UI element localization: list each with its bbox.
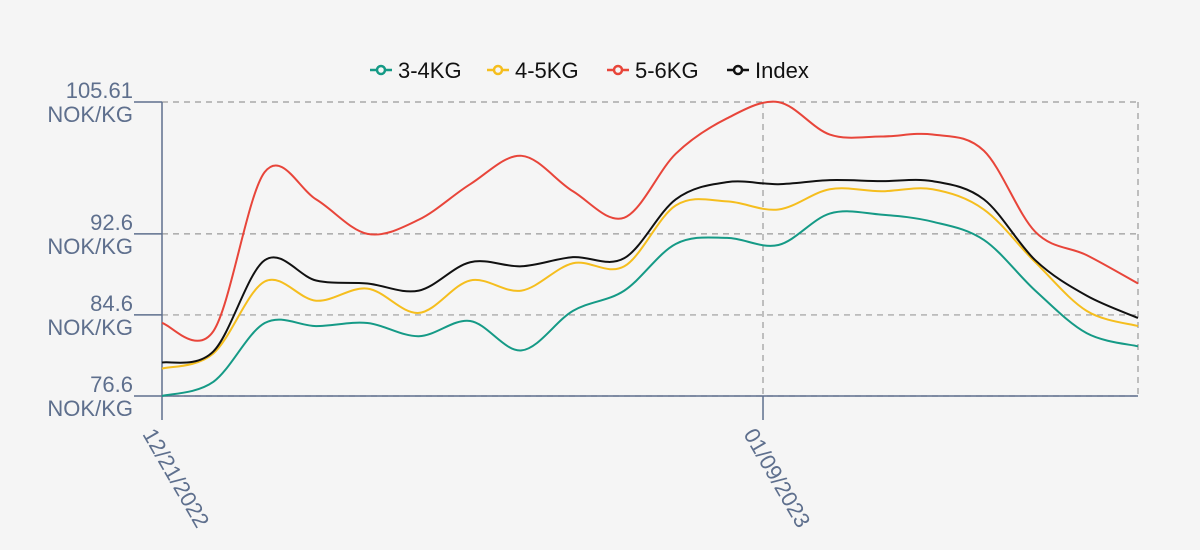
legend-label: 4-5KG (515, 58, 579, 83)
legend-label: 5-6KG (635, 58, 699, 83)
y-tick-unit: NOK/KG (47, 396, 133, 421)
x-tick-label: 01/09/2023 (739, 424, 816, 532)
legend-item-5-6kg[interactable]: 5-6KG (607, 58, 699, 83)
grid (162, 101, 1139, 397)
y-tick-value: 76.6 (90, 372, 133, 397)
legend-item-4-5kg[interactable]: 4-5KG (487, 58, 579, 83)
legend-item-index[interactable]: Index (727, 58, 809, 83)
legend-swatch-marker (492, 64, 504, 76)
legend-label: 3-4KG (398, 58, 462, 83)
series-lines (161, 100, 1139, 397)
legend: 3-4KG 4-5KG 5-6KG Index (370, 58, 809, 83)
y-tick-value: 92.6 (90, 210, 133, 235)
legend-swatch-marker (732, 64, 744, 76)
legend-label: Index (755, 58, 809, 83)
y-tick-unit: NOK/KG (47, 315, 133, 340)
axes (134, 101, 1138, 420)
legend-item-3-4kg[interactable]: 3-4KG (370, 58, 462, 83)
y-tick-unit: NOK/KG (47, 102, 133, 127)
series-line-3-4kg (161, 210, 1139, 397)
series-line-5-6kg (161, 100, 1139, 342)
series-line-index (161, 178, 1139, 364)
y-tick-unit: NOK/KG (47, 234, 133, 259)
series-line-4-5kg (161, 187, 1139, 370)
y-tick-value: 105.61 (66, 78, 133, 103)
x-tick-label: 12/21/2022 (138, 424, 215, 532)
x-tick-labels: 12/21/2022 01/09/2023 (138, 424, 816, 532)
legend-swatch-marker (375, 64, 387, 76)
legend-swatch-marker (612, 64, 624, 76)
y-tick-value: 84.6 (90, 291, 133, 316)
y-tick-labels: 105.61NOK/KG92.6NOK/KG84.6NOK/KG76.6NOK/… (47, 78, 133, 421)
